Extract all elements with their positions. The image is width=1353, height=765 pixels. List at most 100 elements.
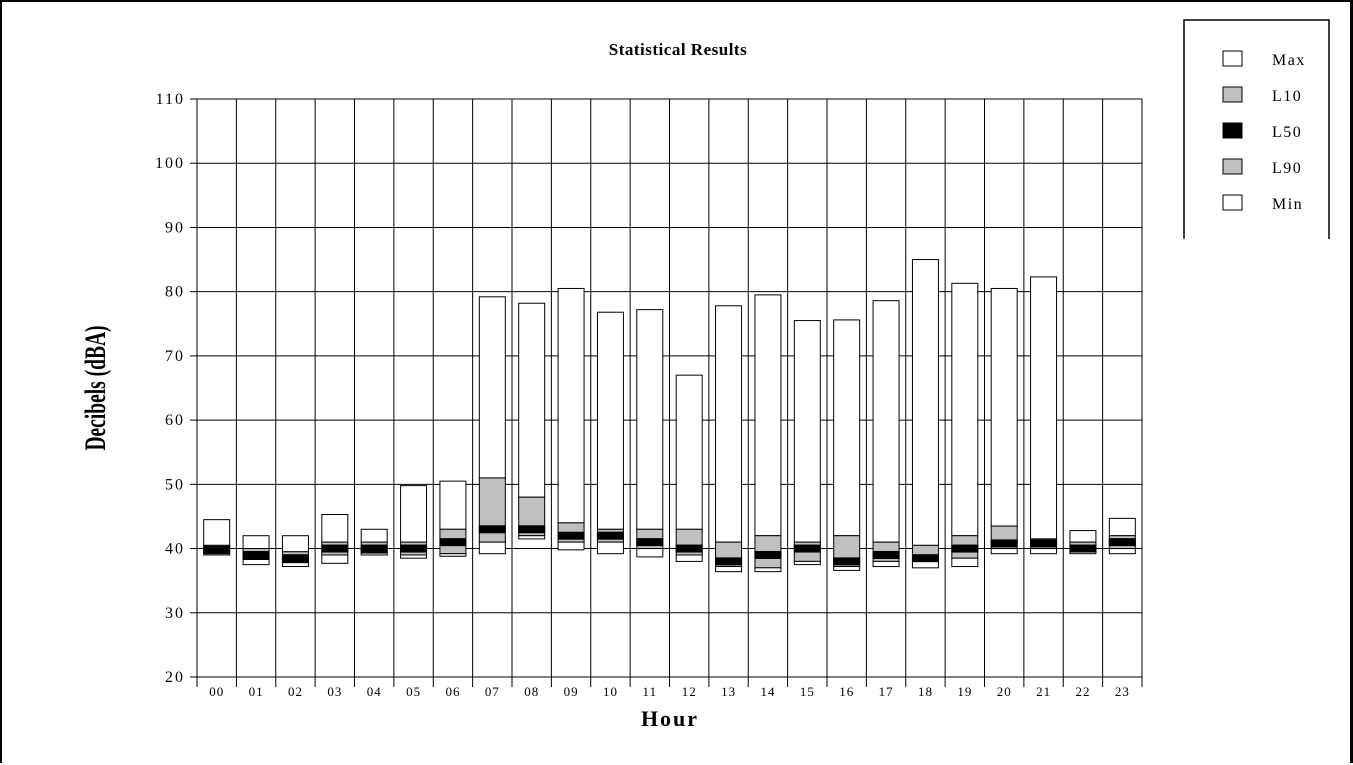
bar-l50-marker — [833, 557, 861, 566]
bar-l50-marker — [990, 539, 1018, 548]
bar-min-segment — [911, 560, 939, 569]
bar-l50-marker — [754, 550, 782, 559]
bar-l50-marker — [1108, 538, 1136, 547]
x-tick-label: 12 — [682, 684, 697, 699]
legend-swatch — [1222, 122, 1243, 139]
x-tick-label: 20 — [997, 684, 1012, 699]
bar-max-segment — [754, 294, 782, 537]
bar-min-segment — [1030, 548, 1058, 555]
x-tick-label: 15 — [800, 684, 815, 699]
bar-min-segment — [557, 541, 585, 551]
bar-max-segment — [911, 259, 939, 546]
x-axis-label: Hour — [641, 706, 699, 731]
x-tick-label: 21 — [1036, 684, 1051, 699]
bar-min-segment — [400, 554, 428, 559]
bar-max-segment — [557, 287, 585, 524]
bar-max-segment — [518, 302, 546, 498]
bar-l50-marker — [636, 538, 664, 547]
bar-max-segment — [478, 296, 506, 479]
legend-label: Min — [1272, 196, 1303, 213]
bar-max-segment — [360, 528, 388, 543]
bar-max-segment — [242, 535, 270, 550]
bar-max-segment — [1069, 530, 1097, 543]
bar-min-segment — [518, 535, 546, 540]
bar-min-segment — [281, 562, 309, 568]
bar-min-segment — [242, 558, 270, 566]
bar-l50-marker — [478, 525, 506, 534]
legend-label: L50 — [1272, 124, 1302, 141]
bar-l10-segment — [478, 477, 506, 530]
bar-max-segment — [951, 282, 979, 537]
bar-min-segment — [833, 566, 861, 571]
bar-min-segment — [360, 552, 388, 556]
bar-min-segment — [715, 566, 743, 573]
y-tick-label: 60 — [165, 412, 185, 429]
y-tick-label: 100 — [155, 155, 185, 172]
x-tick-label: 02 — [288, 684, 303, 699]
bar-l50-marker — [793, 544, 821, 553]
bar-min-segment — [203, 553, 231, 556]
bar-max-segment — [203, 519, 231, 546]
bar-min-segment — [793, 560, 821, 566]
legend-swatch — [1222, 50, 1243, 67]
x-tick-label: 07 — [485, 684, 500, 699]
x-tick-label: 05 — [406, 684, 421, 699]
bar-max-segment — [596, 311, 624, 530]
grid — [197, 98, 1143, 678]
legend-swatch — [1222, 86, 1243, 103]
bar-l50-marker — [951, 544, 979, 553]
bar-l10-segment — [518, 496, 546, 530]
y-tick-label: 90 — [165, 219, 185, 236]
axes: 20 30 40 50 60 70 80 90 100 110 00 01 02 03 04 05 06 07 08… — [155, 91, 1143, 699]
y-tick-label: 20 — [165, 669, 185, 686]
bar-l50-marker — [557, 531, 585, 540]
bar-l50-marker — [518, 525, 546, 534]
bar-min-segment — [675, 554, 703, 562]
x-tick-label: 01 — [249, 684, 264, 699]
legend-swatch — [1222, 158, 1243, 175]
bar-l50-marker — [596, 531, 624, 540]
legend-label: L90 — [1272, 160, 1302, 177]
legend-swatch — [1222, 194, 1243, 211]
bar-l50-marker — [1069, 544, 1097, 553]
y-tick-label: 110 — [156, 91, 185, 108]
bar-l50-marker — [321, 544, 349, 553]
bar-min-segment — [439, 553, 467, 557]
bar-min-segment — [1108, 548, 1136, 555]
x-tick-label: 04 — [367, 684, 382, 699]
bars — [203, 259, 1136, 573]
bar-min-segment — [951, 557, 979, 568]
x-tick-label: 16 — [839, 684, 854, 699]
bar-max-segment — [281, 535, 309, 553]
legend-label: Max — [1272, 52, 1306, 69]
x-tick-label: 06 — [445, 684, 460, 699]
x-tick-label: 00 — [209, 684, 224, 699]
bar-min-segment — [990, 548, 1018, 555]
chart-title: Statistical Results — [609, 40, 747, 59]
bar-max-segment — [1030, 276, 1058, 540]
legend-border — [1183, 19, 1330, 239]
bar-l50-marker — [1030, 539, 1058, 548]
bar-l50-marker — [203, 545, 231, 554]
x-tick-label: 09 — [564, 684, 579, 699]
y-tick-label: 50 — [165, 476, 185, 493]
bar-max-segment — [833, 319, 861, 537]
bar-max-segment — [321, 514, 349, 543]
bar-max-segment — [675, 374, 703, 530]
y-tick-label: 70 — [165, 348, 185, 365]
x-tick-label: 13 — [721, 684, 736, 699]
y-tick-label: 40 — [165, 541, 185, 558]
x-tick-label: 10 — [603, 684, 618, 699]
bar-min-segment — [321, 554, 349, 564]
bar-max-segment — [439, 480, 467, 530]
bar-l50-marker — [281, 554, 309, 563]
x-tick-label: 17 — [879, 684, 894, 699]
legend: Max L10 L50 L90 Min — [1183, 19, 1330, 239]
bar-max-segment — [872, 300, 900, 543]
bar-max-segment — [400, 485, 428, 543]
y-axis-label: Decibels (dBA) — [80, 325, 112, 450]
bar-l50-marker — [360, 544, 388, 553]
bar-min-segment — [636, 548, 664, 558]
